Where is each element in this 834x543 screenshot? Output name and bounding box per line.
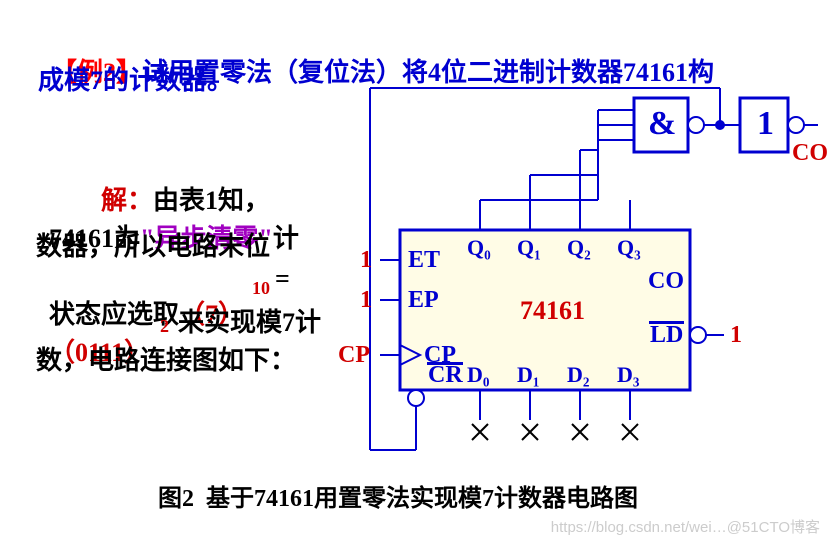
pin-d1: D₁ bbox=[517, 362, 539, 388]
ld-overline bbox=[649, 321, 684, 324]
pin-q1: Q₁ bbox=[517, 235, 541, 261]
watermark: https://blog.csdn.net/wei…@51CTO博客 bbox=[551, 516, 820, 537]
pin-d0: D₀ bbox=[467, 362, 489, 388]
pin-et: ET bbox=[408, 247, 440, 274]
chip-name: 74161 bbox=[520, 296, 585, 326]
and-symbol: & bbox=[648, 105, 676, 143]
sig-ld-1: 1 bbox=[730, 322, 742, 349]
pin-ep: EP bbox=[408, 287, 439, 314]
sig-ep-1: 1 bbox=[360, 287, 372, 314]
pin-d2: D₂ bbox=[567, 362, 589, 388]
pin-q0: Q₀ bbox=[467, 235, 491, 261]
pin-q2: Q₂ bbox=[567, 235, 591, 261]
sig-co-out: CO bbox=[792, 140, 828, 167]
pin-d3: D₃ bbox=[617, 362, 639, 388]
pin-cr: CR bbox=[428, 362, 463, 389]
caption: 图2 基于74161用置零法实现模7计数器电路图 bbox=[158, 478, 638, 513]
cr-overline bbox=[427, 362, 463, 365]
pin-co: CO bbox=[648, 268, 684, 295]
sig-et-1: 1 bbox=[360, 247, 372, 274]
pin-ld: LD bbox=[650, 322, 683, 349]
inv-symbol: 1 bbox=[757, 105, 774, 143]
sig-cp: CP bbox=[338, 342, 370, 369]
pin-q3: Q₃ bbox=[617, 235, 641, 261]
